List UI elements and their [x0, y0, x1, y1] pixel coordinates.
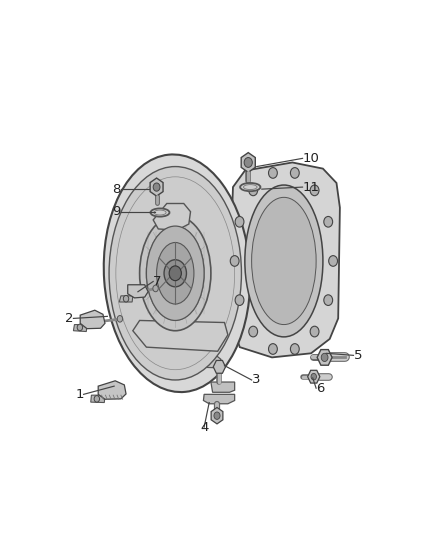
Text: 10: 10	[303, 152, 319, 165]
Ellipse shape	[140, 216, 211, 330]
Circle shape	[244, 158, 252, 167]
Circle shape	[214, 412, 220, 419]
Circle shape	[324, 295, 332, 305]
Circle shape	[153, 183, 160, 191]
Text: 2: 2	[65, 312, 74, 325]
Ellipse shape	[157, 243, 194, 304]
Ellipse shape	[109, 166, 241, 380]
Polygon shape	[141, 351, 221, 368]
Polygon shape	[128, 285, 148, 298]
Polygon shape	[307, 370, 320, 383]
Circle shape	[321, 353, 328, 361]
Polygon shape	[211, 407, 223, 424]
Polygon shape	[203, 394, 235, 404]
Circle shape	[324, 216, 332, 227]
Ellipse shape	[104, 155, 250, 392]
Circle shape	[249, 185, 258, 196]
Text: 7: 7	[153, 275, 162, 288]
Polygon shape	[211, 382, 235, 392]
Polygon shape	[74, 325, 87, 332]
Circle shape	[124, 295, 129, 302]
Circle shape	[311, 374, 317, 380]
Circle shape	[249, 326, 258, 337]
Polygon shape	[213, 360, 226, 373]
Circle shape	[268, 167, 277, 178]
Circle shape	[290, 167, 299, 178]
Ellipse shape	[245, 185, 323, 337]
Circle shape	[328, 256, 338, 266]
Polygon shape	[241, 152, 255, 172]
Circle shape	[310, 326, 319, 337]
Polygon shape	[150, 178, 163, 196]
Text: 11: 11	[303, 181, 320, 193]
Text: 1: 1	[75, 388, 84, 401]
Circle shape	[310, 185, 319, 196]
Circle shape	[235, 216, 244, 227]
Text: 5: 5	[353, 349, 362, 362]
Polygon shape	[153, 204, 191, 230]
Circle shape	[117, 316, 123, 322]
Circle shape	[235, 295, 244, 305]
Circle shape	[290, 344, 299, 354]
Circle shape	[77, 324, 83, 330]
Circle shape	[268, 344, 277, 354]
Circle shape	[169, 266, 181, 281]
Text: 4: 4	[200, 421, 208, 434]
Polygon shape	[317, 350, 332, 365]
Text: 8: 8	[113, 183, 121, 196]
Ellipse shape	[146, 226, 204, 320]
Text: 9: 9	[113, 205, 121, 218]
Text: 6: 6	[316, 382, 325, 394]
Text: 3: 3	[251, 374, 260, 386]
Ellipse shape	[251, 197, 316, 325]
Polygon shape	[98, 381, 126, 399]
Circle shape	[164, 260, 187, 287]
Circle shape	[94, 395, 99, 402]
Circle shape	[230, 256, 239, 266]
Circle shape	[153, 285, 158, 292]
Polygon shape	[230, 163, 340, 358]
Polygon shape	[133, 320, 228, 351]
Ellipse shape	[240, 183, 261, 191]
Ellipse shape	[151, 208, 170, 216]
Polygon shape	[80, 310, 105, 329]
Polygon shape	[119, 296, 133, 302]
Polygon shape	[91, 395, 105, 402]
